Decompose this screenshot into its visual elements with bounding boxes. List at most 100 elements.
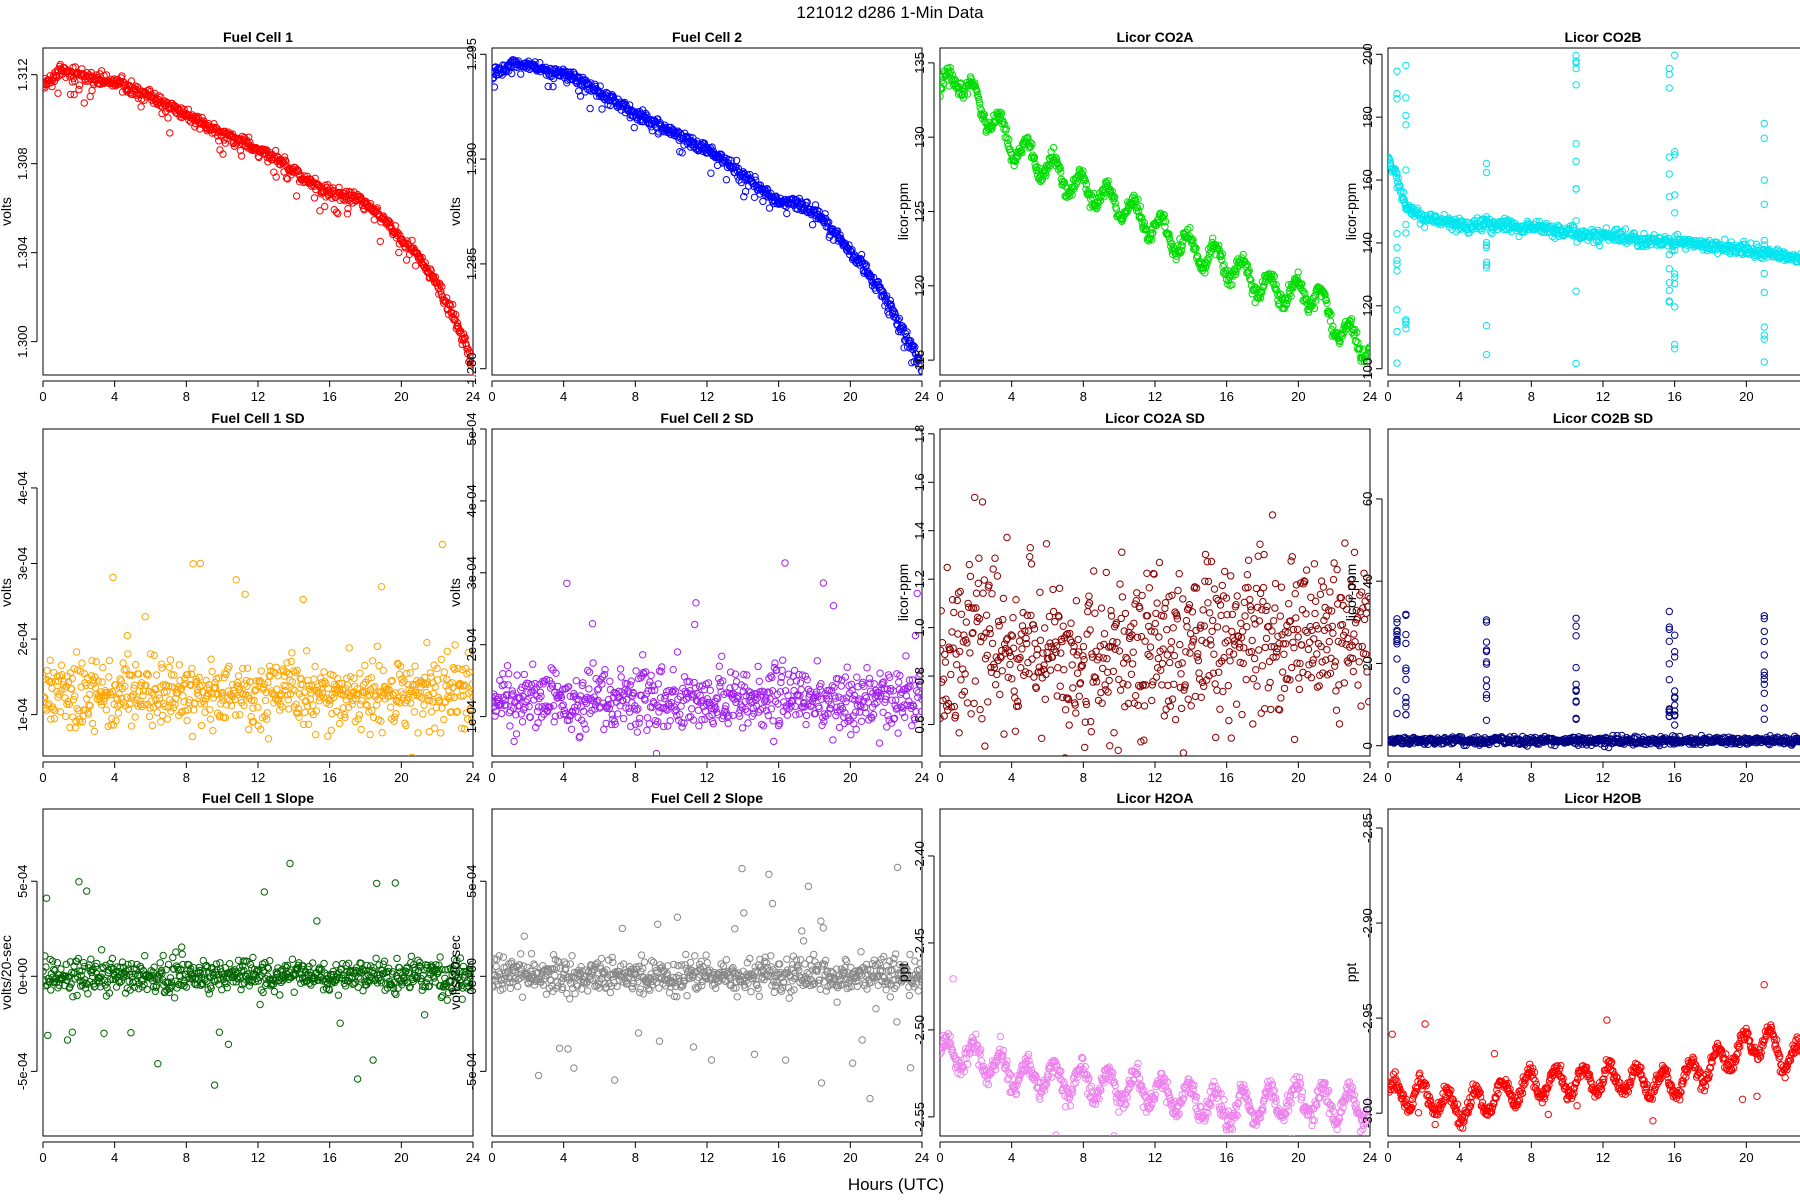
data-point <box>1100 630 1109 638</box>
data-point <box>998 120 1006 128</box>
spike-point <box>1665 193 1674 201</box>
x-tick-label: 24 <box>915 389 929 404</box>
data-point <box>254 703 262 711</box>
panel-title: Licor CO2A SD <box>1105 410 1205 426</box>
data-point <box>419 710 427 718</box>
data-point <box>443 647 451 656</box>
data-point <box>341 684 350 693</box>
data-point <box>431 683 439 691</box>
data-point <box>146 704 154 712</box>
data-point <box>1055 163 1064 172</box>
data-point <box>686 133 694 141</box>
data-point <box>1111 645 1119 653</box>
data-point <box>399 694 408 703</box>
data-point <box>631 720 640 728</box>
data-point <box>438 540 447 549</box>
data-point <box>302 697 310 705</box>
data-point <box>1018 148 1026 157</box>
data-point <box>1036 588 1044 596</box>
data-point <box>437 655 445 664</box>
data-point <box>243 664 252 672</box>
data-point <box>503 662 512 670</box>
data-point <box>1114 746 1122 754</box>
data-point <box>1797 249 1800 257</box>
data-point <box>338 679 346 688</box>
data-point <box>311 662 319 671</box>
data-point <box>964 599 972 608</box>
data-point <box>838 238 846 247</box>
data-point <box>572 707 580 715</box>
data-point <box>341 713 349 722</box>
x-tick-label: 0 <box>936 770 943 785</box>
spike-point <box>1572 157 1580 166</box>
spike-point <box>1760 241 1769 249</box>
spike-point <box>1671 303 1679 311</box>
data-point <box>1103 655 1111 663</box>
x-tick-label: 4 <box>560 770 567 785</box>
data-point <box>124 705 133 713</box>
data-point <box>1097 688 1105 697</box>
data-point <box>974 613 982 621</box>
data-point <box>1009 614 1017 622</box>
data-point <box>909 342 918 350</box>
data-point <box>332 707 341 716</box>
data-point <box>46 656 54 664</box>
data-point <box>795 710 804 718</box>
data-point <box>776 688 784 696</box>
data-point <box>70 90 78 99</box>
spike-point <box>1393 327 1401 336</box>
data-point <box>371 797 377 803</box>
data-point <box>1022 639 1031 648</box>
data-point <box>43 694 48 702</box>
data-point <box>1046 666 1055 674</box>
spike-point <box>1482 264 1491 272</box>
data-point <box>283 659 291 667</box>
data-point <box>1052 642 1061 650</box>
data-point <box>151 685 160 693</box>
data-point <box>775 717 783 725</box>
data-point <box>755 677 763 685</box>
data-point <box>1420 223 1429 231</box>
data-point <box>506 722 514 730</box>
spike-point <box>1671 209 1679 217</box>
data-point <box>813 688 821 696</box>
data-point <box>801 672 810 680</box>
data-point <box>722 702 730 710</box>
data-point <box>531 679 539 688</box>
data-point <box>945 645 954 653</box>
data-point <box>567 725 576 733</box>
data-point <box>509 690 517 698</box>
data-point <box>1326 308 1334 317</box>
data-point <box>344 204 352 213</box>
panel-4: Licor CO2Blicor-ppm048121620241001201401… <box>1343 29 1800 404</box>
data-point <box>892 696 900 704</box>
data-point <box>758 720 766 729</box>
data-point <box>1097 604 1106 612</box>
data-point <box>76 718 84 726</box>
data-point <box>651 686 659 694</box>
data-point <box>263 709 271 717</box>
data-point <box>610 717 619 726</box>
data-point <box>837 682 845 690</box>
data-point <box>915 672 922 681</box>
data-point <box>776 720 784 728</box>
data-point <box>1146 652 1154 660</box>
data-point <box>118 694 126 702</box>
data-point <box>217 689 225 698</box>
data-point <box>1036 177 1045 186</box>
data-point <box>414 688 423 697</box>
data-point <box>438 282 446 291</box>
spike-point <box>1393 89 1401 98</box>
data-point <box>832 711 840 720</box>
data-point <box>817 680 825 688</box>
x-tick-label: 4 <box>1008 770 1015 785</box>
y-tick-label: 120 <box>1360 295 1375 317</box>
data-point <box>671 687 680 695</box>
data-point <box>328 710 336 718</box>
data-point <box>334 675 342 683</box>
data-point <box>577 703 585 711</box>
data-point <box>1087 717 1095 726</box>
data-point <box>142 681 150 690</box>
spike-point <box>1760 236 1769 245</box>
